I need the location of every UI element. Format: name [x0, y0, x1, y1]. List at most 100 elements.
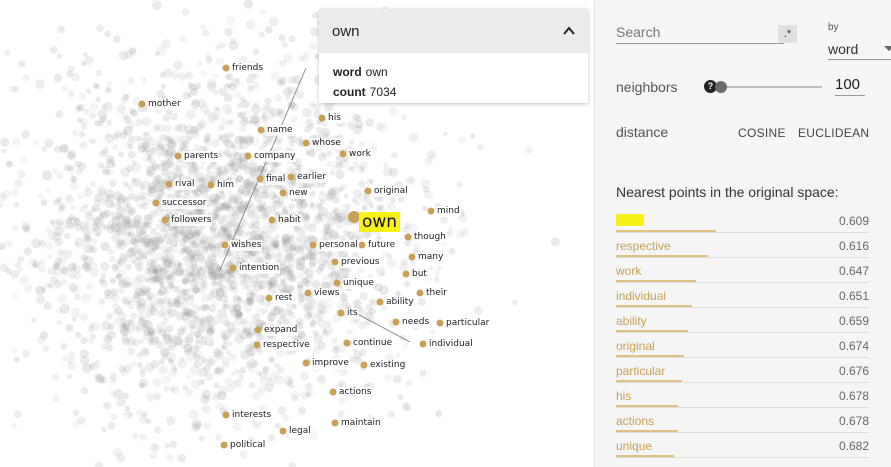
- nearest-point-row[interactable]: 0.609: [616, 208, 869, 233]
- cloud-point[interactable]: [133, 220, 142, 229]
- cloud-point[interactable]: [118, 364, 127, 373]
- cloud-point[interactable]: [117, 214, 125, 221]
- cloud-point[interactable]: [301, 252, 308, 260]
- cloud-point[interactable]: [80, 336, 88, 345]
- cloud-point[interactable]: [85, 220, 92, 228]
- cloud-point[interactable]: [190, 304, 201, 314]
- cloud-point[interactable]: [154, 426, 162, 434]
- cloud-point[interactable]: [117, 240, 128, 250]
- cloud-point[interactable]: [284, 240, 294, 249]
- cloud-point[interactable]: [279, 280, 285, 286]
- cloud-point[interactable]: [95, 374, 105, 384]
- cloud-point[interactable]: [238, 163, 246, 170]
- cloud-point[interactable]: [18, 60, 26, 68]
- cloud-point[interactable]: [211, 272, 220, 281]
- cloud-point[interactable]: [240, 258, 247, 264]
- cloud-point[interactable]: [232, 168, 238, 175]
- cloud-point[interactable]: [147, 328, 156, 337]
- cloud-point[interactable]: [288, 382, 295, 389]
- neighbor-point-final[interactable]: [256, 175, 264, 183]
- label-whose[interactable]: whose: [311, 138, 342, 149]
- cloud-point[interactable]: [154, 185, 162, 193]
- cloud-point[interactable]: [252, 419, 262, 428]
- cloud-point[interactable]: [180, 248, 186, 254]
- cloud-point[interactable]: [223, 219, 229, 225]
- cloud-point[interactable]: [58, 202, 66, 210]
- cloud-point[interactable]: [166, 109, 173, 116]
- label-earlier[interactable]: earlier: [296, 172, 327, 183]
- cloud-point[interactable]: [327, 272, 333, 278]
- cloud-point[interactable]: [122, 203, 131, 212]
- cloud-point[interactable]: [158, 365, 168, 375]
- cloud-point[interactable]: [303, 301, 314, 312]
- cloud-point[interactable]: [107, 220, 117, 230]
- cloud-point[interactable]: [241, 99, 250, 109]
- cloud-point[interactable]: [159, 71, 166, 78]
- cloud-point[interactable]: [374, 283, 383, 292]
- cloud-point[interactable]: [319, 189, 326, 196]
- cloud-point[interactable]: [125, 323, 136, 333]
- cloud-point[interactable]: [251, 276, 259, 284]
- cloud-point[interactable]: [224, 83, 230, 89]
- cloud-point[interactable]: [198, 177, 207, 186]
- cloud-point[interactable]: [275, 94, 283, 102]
- cloud-point[interactable]: [324, 228, 335, 238]
- cloud-point[interactable]: [100, 272, 107, 279]
- cloud-point[interactable]: [448, 248, 456, 255]
- cloud-point[interactable]: [309, 42, 317, 51]
- cloud-point[interactable]: [351, 113, 360, 122]
- cloud-point[interactable]: [162, 348, 170, 356]
- cloud-point[interactable]: [115, 229, 121, 235]
- cloud-point[interactable]: [139, 367, 147, 374]
- cloud-point[interactable]: [343, 229, 350, 237]
- cloud-point[interactable]: [200, 240, 211, 250]
- cloud-point[interactable]: [153, 268, 159, 274]
- cloud-point[interactable]: [249, 166, 260, 177]
- cloud-point[interactable]: [287, 311, 293, 317]
- cloud-point[interactable]: [163, 253, 174, 264]
- cloud-point[interactable]: [148, 239, 155, 246]
- cloud-point[interactable]: [248, 352, 255, 358]
- cloud-point[interactable]: [270, 238, 279, 247]
- cloud-point[interactable]: [6, 160, 14, 168]
- cloud-point[interactable]: [115, 197, 121, 203]
- cloud-point[interactable]: [126, 336, 136, 346]
- cloud-point[interactable]: [210, 175, 217, 182]
- cloud-point[interactable]: [197, 305, 204, 311]
- cloud-point[interactable]: [230, 195, 236, 201]
- cloud-point[interactable]: [281, 41, 288, 48]
- cloud-point[interactable]: [221, 356, 231, 366]
- cloud-point[interactable]: [133, 285, 142, 294]
- cloud-point[interactable]: [173, 235, 181, 243]
- cloud-point[interactable]: [208, 267, 216, 274]
- cloud-point[interactable]: [412, 243, 421, 251]
- cloud-point[interactable]: [122, 129, 129, 135]
- cloud-point[interactable]: [237, 205, 243, 211]
- cloud-point[interactable]: [358, 192, 367, 202]
- cloud-point[interactable]: [120, 226, 131, 236]
- cloud-point[interactable]: [342, 218, 351, 226]
- cloud-point[interactable]: [67, 151, 76, 161]
- cloud-point[interactable]: [163, 124, 172, 133]
- cloud-point[interactable]: [292, 75, 301, 84]
- cloud-point[interactable]: [278, 309, 288, 319]
- cloud-point[interactable]: [436, 265, 443, 271]
- cloud-point[interactable]: [340, 209, 349, 219]
- cloud-point[interactable]: [327, 251, 335, 260]
- cloud-point[interactable]: [190, 87, 198, 96]
- cloud-point[interactable]: [297, 290, 306, 299]
- cloud-point[interactable]: [111, 288, 119, 296]
- cloud-point[interactable]: [157, 141, 165, 149]
- cloud-point[interactable]: [169, 386, 176, 392]
- neighbor-point-personal[interactable]: [309, 241, 317, 249]
- cloud-point[interactable]: [308, 123, 315, 130]
- cloud-point[interactable]: [283, 265, 292, 274]
- cloud-point[interactable]: [196, 254, 206, 264]
- cloud-point[interactable]: [300, 211, 310, 220]
- cloud-point[interactable]: [215, 365, 225, 375]
- cloud-point[interactable]: [277, 107, 285, 114]
- cloud-point[interactable]: [170, 208, 179, 217]
- cloud-point[interactable]: [217, 171, 224, 178]
- cloud-point[interactable]: [59, 143, 69, 153]
- cloud-point[interactable]: [79, 253, 88, 261]
